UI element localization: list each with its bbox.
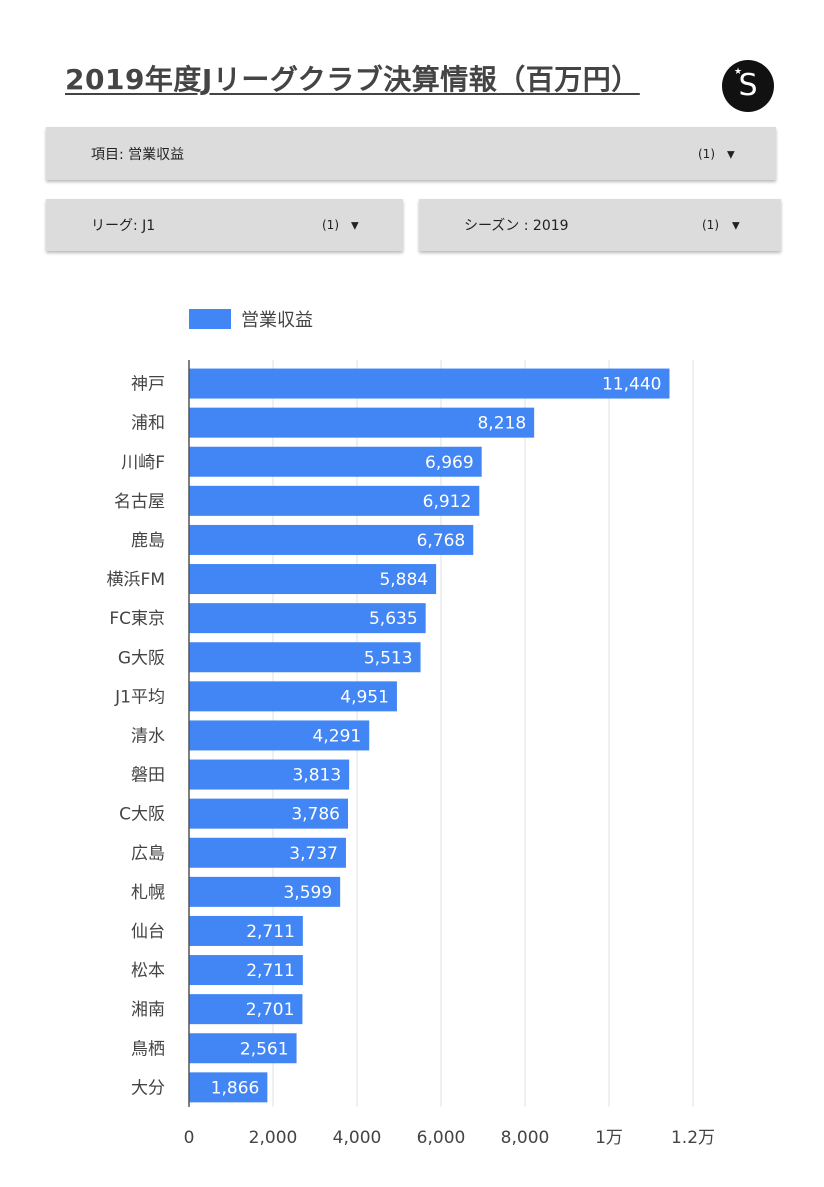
filter-league-count: (1) [322, 218, 339, 232]
category-label: 大分 [131, 1078, 165, 1098]
data-label: 3,599 [283, 883, 332, 903]
category-label: 清水 [131, 726, 165, 746]
dropdown-arrow-icon[interactable]: ▼ [732, 220, 740, 232]
dropdown-arrow-icon[interactable]: ▼ [351, 220, 359, 232]
bar [189, 681, 397, 712]
bar [189, 564, 437, 595]
bar [189, 759, 350, 790]
bar [189, 876, 341, 907]
category-label: 松本 [131, 961, 165, 981]
bar [189, 446, 482, 477]
page-title: 2019年度Jリーグクラブ決算情報（百万円） [65, 63, 640, 96]
legend-label: 営業収益 [241, 310, 313, 331]
filter-season-dropdown[interactable]: シーズン : 2019 (1) ▼ [419, 199, 781, 251]
s-logo-icon[interactable]: ★ S [722, 60, 774, 112]
category-label: 湘南 [131, 1000, 165, 1020]
data-label: 2,711 [246, 961, 295, 981]
data-label: 1,866 [211, 1078, 260, 1098]
category-label: J1平均 [114, 687, 165, 707]
x-tick-label: 4,000 [333, 1128, 382, 1148]
bar [189, 642, 421, 673]
category-label: 鹿島 [131, 531, 165, 551]
bar [189, 720, 370, 751]
bar [189, 368, 670, 399]
x-tick-label: 2,000 [249, 1128, 298, 1148]
category-label: 横浜FM [107, 570, 165, 590]
bar [189, 407, 535, 438]
category-label: 仙台 [131, 922, 165, 942]
dropdown-arrow-icon[interactable]: ▼ [727, 149, 735, 161]
star-icon: ★ [734, 67, 743, 77]
category-label: 広島 [131, 844, 165, 864]
data-label: 5,513 [364, 648, 413, 668]
category-label: FC東京 [109, 609, 165, 629]
filter-league-label: リーグ: J1 [91, 218, 156, 234]
data-label: 2,561 [240, 1039, 289, 1059]
data-label: 3,737 [289, 844, 338, 864]
data-label: 4,291 [313, 726, 362, 746]
x-tick-label: 8,000 [501, 1128, 550, 1148]
filter-season-count: (1) [702, 218, 719, 232]
filter-item-count: (1) [698, 146, 715, 161]
bar [189, 485, 480, 516]
category-label: 川崎F [121, 453, 165, 473]
data-label: 6,768 [417, 531, 466, 551]
bar [189, 1033, 297, 1064]
filter-season-label: シーズン : 2019 [464, 218, 569, 234]
bar [189, 603, 426, 634]
data-label: 5,884 [379, 570, 428, 590]
data-label: 2,711 [246, 922, 295, 942]
data-label: 8,218 [477, 414, 526, 434]
bar [189, 524, 474, 555]
filter-item-label: 項目: 営業収益 [91, 146, 185, 163]
bar [189, 837, 346, 868]
category-label: G大阪 [118, 648, 165, 668]
bar [189, 915, 303, 946]
x-tick-label: 1万 [595, 1128, 623, 1148]
data-label: 3,786 [291, 805, 340, 825]
category-label: 浦和 [131, 414, 165, 434]
category-label: 名古屋 [114, 492, 165, 512]
x-tick-label: 1.2万 [671, 1128, 715, 1148]
data-label: 6,912 [423, 492, 472, 512]
logo-letter: S [738, 68, 758, 103]
bar [189, 994, 303, 1025]
data-label: 11,440 [602, 375, 661, 395]
category-label: 札幌 [131, 883, 165, 903]
data-label: 3,813 [292, 766, 341, 786]
bar [189, 1072, 268, 1103]
x-tick-label: 0 [184, 1128, 195, 1148]
category-label: 磐田 [131, 766, 165, 786]
bar [189, 798, 349, 829]
legend-swatch [189, 309, 231, 329]
filter-league-dropdown[interactable]: リーグ: J1 (1) ▼ [46, 199, 403, 251]
filter-item-dropdown[interactable]: 項目: 営業収益 (1) ▼ [46, 127, 776, 180]
data-label: 4,951 [340, 687, 389, 707]
category-label: 鳥栖 [131, 1039, 165, 1059]
data-label: 5,635 [369, 609, 418, 629]
x-tick-label: 6,000 [417, 1128, 466, 1148]
category-label: 神戸 [131, 375, 165, 395]
data-label: 2,701 [246, 1000, 295, 1020]
category-label: C大阪 [119, 805, 165, 825]
bar [189, 955, 303, 986]
data-label: 6,969 [425, 453, 474, 473]
